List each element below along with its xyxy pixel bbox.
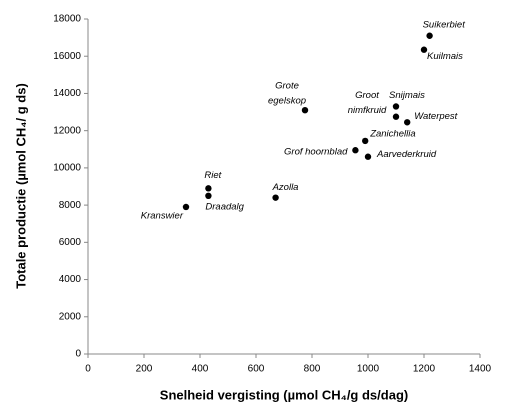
y-tick-label: 12000: [53, 125, 81, 136]
x-axis-title: Snelheid vergisting (µmol CH₄/g ds/dag): [160, 387, 408, 402]
point-label: Grote: [275, 81, 299, 92]
point: [301, 106, 309, 114]
point: [404, 119, 411, 126]
y-tick-label: 2000: [59, 311, 82, 322]
x-tick-label: 200: [136, 364, 153, 375]
point-label: Kuilmais: [427, 51, 463, 62]
point: [352, 147, 359, 154]
point: [362, 137, 369, 145]
point: [205, 192, 212, 200]
y-tick-label: 10000: [53, 163, 81, 174]
point-label: Groot: [355, 90, 379, 101]
y-tick-label: 18000: [53, 14, 81, 25]
point-label: egelskop: [268, 96, 306, 107]
x-tick-label: 0: [85, 364, 91, 375]
point-label: Aarvederkruid: [376, 149, 437, 160]
point-label: Zanichellia: [369, 128, 415, 139]
point: [392, 113, 400, 120]
point: [205, 185, 212, 192]
point-label: Grof hoornblad: [284, 147, 348, 158]
point-label: Suikerbiet: [423, 19, 466, 30]
point-label: Snijmais: [389, 90, 425, 101]
point-label: Kranswier: [141, 210, 184, 221]
point: [426, 32, 433, 39]
y-tick-label: 14000: [53, 88, 81, 99]
point-label: Draadalg: [205, 201, 244, 212]
x-tick-label: 800: [304, 364, 321, 375]
y-tick-label: 4000: [59, 274, 82, 285]
x-tick-label: 600: [248, 364, 265, 375]
y-tick-label: 6000: [59, 237, 82, 248]
y-axis-title: Totale productie (µmol CH₄/ g ds): [13, 83, 28, 289]
point: [392, 103, 400, 110]
point-label: Azolla: [272, 182, 299, 193]
point-label: Waterpest: [414, 111, 457, 122]
point: [182, 203, 190, 211]
x-tick-label: 1000: [357, 364, 380, 375]
y-tick-label: 16000: [53, 51, 81, 62]
point-label: Riet: [204, 170, 221, 181]
point-label: nimfkruid: [348, 105, 387, 116]
x-tick-label: 1400: [469, 364, 492, 375]
y-tick-label: 8000: [59, 200, 82, 211]
x-tick-label: 400: [192, 364, 209, 375]
point: [420, 46, 428, 53]
y-tick-label: 0: [75, 349, 81, 360]
point: [272, 194, 279, 201]
point: [364, 153, 372, 160]
x-tick-label: 1200: [413, 364, 436, 375]
